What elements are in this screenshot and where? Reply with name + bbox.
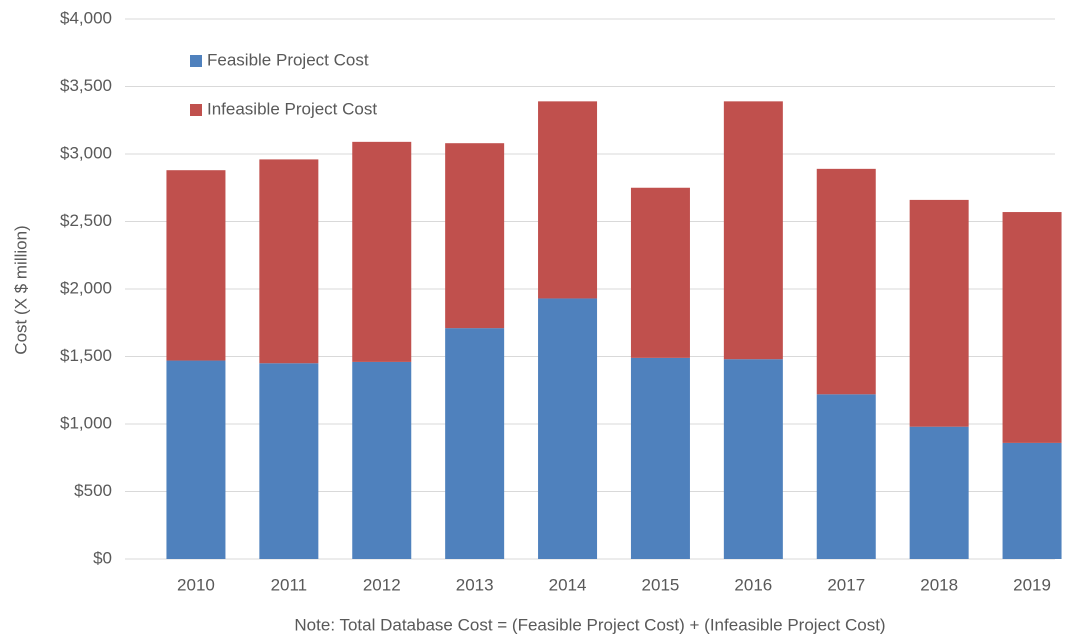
y-tick-label: $2,500 xyxy=(60,211,112,230)
bar-segment xyxy=(816,394,876,559)
bar-segment xyxy=(909,426,969,559)
legend-swatch xyxy=(190,104,202,116)
y-axis-label: Cost (X $ million) xyxy=(11,225,30,354)
x-tick-label: 2012 xyxy=(363,575,401,594)
x-tick-label: 2011 xyxy=(271,575,308,594)
x-tick-label: 2016 xyxy=(734,575,772,594)
x-tick-label: 2019 xyxy=(1013,575,1051,594)
bar-segment xyxy=(723,101,783,360)
x-tick-label: 2015 xyxy=(642,575,680,594)
note: Note: Total Database Cost = (Feasible Pr… xyxy=(294,615,885,634)
y-tick-label: $2,000 xyxy=(60,278,112,297)
legend-label: Feasible Project Cost xyxy=(207,50,369,69)
bar-segment xyxy=(445,143,505,329)
bar-segment xyxy=(445,328,505,559)
y-tick-label: $0 xyxy=(93,548,112,567)
legend-swatch xyxy=(190,55,202,67)
bar-segment xyxy=(166,360,226,559)
bar-segment xyxy=(166,170,226,361)
y-tick-label: $3,500 xyxy=(60,76,112,95)
bar-segment xyxy=(259,363,319,559)
y-tick-label: $1,500 xyxy=(60,346,112,365)
x-tick-label: 2010 xyxy=(177,575,215,594)
bar-segment xyxy=(259,159,319,364)
bar-segment xyxy=(1002,442,1062,559)
bar-segment xyxy=(538,298,598,559)
bar-segment xyxy=(816,168,876,395)
bar-segment xyxy=(538,101,598,299)
y-tick-label: $500 xyxy=(74,481,112,500)
bar-segment xyxy=(630,357,690,559)
x-tick-label: 2017 xyxy=(827,575,865,594)
x-tick-label: 2013 xyxy=(456,575,494,594)
bar-segment xyxy=(723,359,783,559)
x-tick-label: 2014 xyxy=(549,575,587,594)
y-tick-label: $4,000 xyxy=(60,8,112,27)
x-tick-label: 2018 xyxy=(920,575,958,594)
bar-segment xyxy=(909,199,969,427)
bar-segment xyxy=(352,361,412,559)
bar-segment xyxy=(1002,212,1062,443)
y-tick-label: $1,000 xyxy=(60,413,112,432)
bar-segment xyxy=(630,187,690,358)
bar-segment xyxy=(352,141,412,362)
legend-label: Infeasible Project Cost xyxy=(207,99,377,118)
y-tick-label: $3,000 xyxy=(60,143,112,162)
